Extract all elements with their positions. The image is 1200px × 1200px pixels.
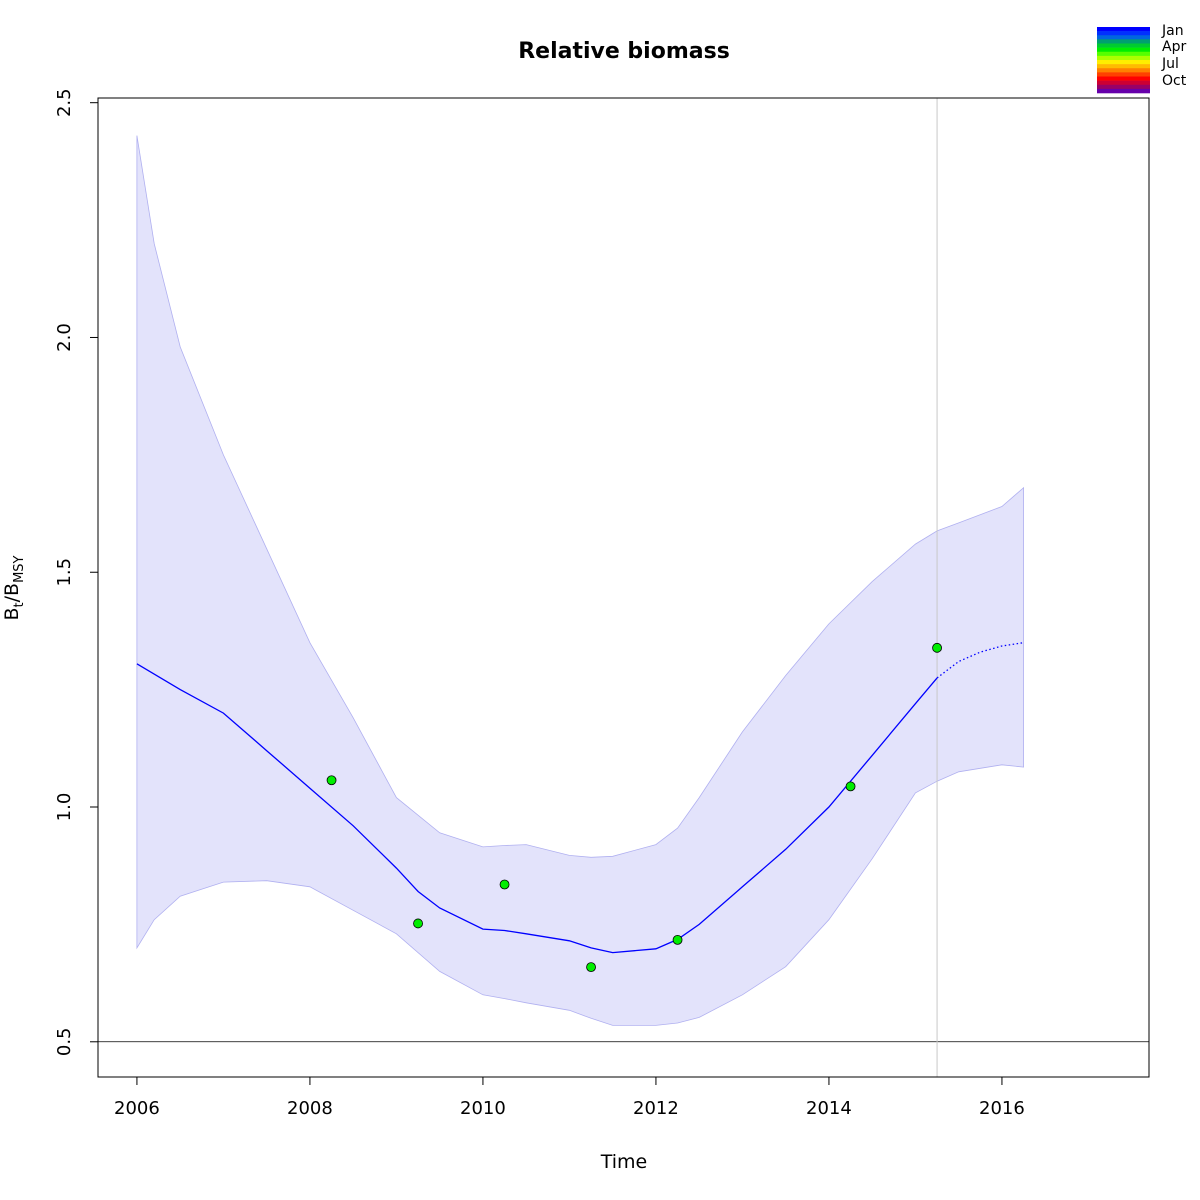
legend-color-swatch xyxy=(1097,55,1150,61)
y-axis-label-sep: /B xyxy=(1,583,23,602)
y-tick-label: 1.0 xyxy=(54,793,75,822)
x-tick-label: 2008 xyxy=(287,1098,333,1119)
observation-point xyxy=(672,934,683,945)
observation-point xyxy=(499,879,510,890)
series-prediction xyxy=(936,642,1024,679)
legend-color-swatch xyxy=(1097,68,1150,73)
observation-point xyxy=(586,962,596,973)
y-axis-label-sub2: MSY xyxy=(12,555,27,582)
y-tick-label: 2.5 xyxy=(54,88,75,117)
legend-color-swatch xyxy=(1097,72,1150,77)
y-tick-label: 1.5 xyxy=(54,558,75,587)
x-tick-label: 2014 xyxy=(806,1098,852,1119)
chart-title: Relative biomass xyxy=(518,39,730,64)
y-tick-label: 0.5 xyxy=(54,1027,75,1056)
legend-color-swatch xyxy=(1097,39,1150,44)
observation-point xyxy=(326,775,337,786)
legend-label: Jul xyxy=(1161,56,1179,72)
legend-color-swatch xyxy=(1097,80,1150,86)
legend-color-swatch xyxy=(1097,31,1150,36)
y-axis-label-main: B xyxy=(1,607,23,620)
legend-color-swatch xyxy=(1097,64,1150,69)
observation-point xyxy=(932,642,942,653)
x-tick-label: 2012 xyxy=(633,1098,679,1119)
observation-point xyxy=(413,918,423,929)
observation-point xyxy=(845,781,856,792)
legend-color-swatch xyxy=(1097,88,1150,94)
y-axis-label-sub1: t xyxy=(12,602,27,607)
legend-color-swatch xyxy=(1097,35,1150,40)
legend-label: Oct xyxy=(1162,73,1187,89)
legend-color-swatch xyxy=(1097,60,1150,65)
legend-color-swatch xyxy=(1097,27,1150,32)
y-tick-label: 2.0 xyxy=(54,323,75,352)
legend-color-swatch xyxy=(1097,51,1150,57)
legend-label: Apr xyxy=(1162,39,1186,55)
legend-label: Jan xyxy=(1161,23,1184,39)
legend-color-swatch xyxy=(1097,76,1150,81)
plot-area xyxy=(98,98,1149,1077)
y-axis-label: Bt/BMSY xyxy=(1,555,27,620)
confidence-band xyxy=(136,135,1024,1026)
axes: 2006 2008 2010 2012 2014 2016 0.5 1.0 1.5 2.0 2.5 xyxy=(54,88,1150,1119)
legend-color-swatch xyxy=(1097,43,1150,48)
x-tick-label: 2010 xyxy=(460,1098,506,1119)
x-tick-label: 2016 xyxy=(979,1098,1025,1119)
x-tick-label: 2006 xyxy=(114,1098,160,1119)
series-estimate xyxy=(136,663,938,954)
x-axis-label: Time xyxy=(600,1151,648,1173)
legend-color-swatch xyxy=(1097,84,1150,90)
legend-color-swatch xyxy=(1097,47,1150,53)
